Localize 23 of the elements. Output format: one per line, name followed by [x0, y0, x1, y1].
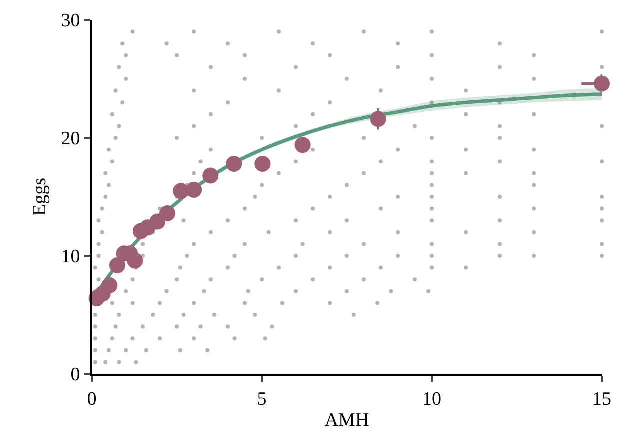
- point: [110, 257, 126, 274]
- point: [150, 214, 166, 230]
- y-tick-label: 30: [61, 10, 80, 32]
- point: [254, 156, 271, 172]
- point: [159, 206, 176, 222]
- x-tick-label: 5: [257, 388, 267, 410]
- point: [226, 156, 242, 172]
- x-tick-label: 15: [592, 388, 612, 410]
- point: [173, 183, 190, 200]
- y-tick-label: 0: [70, 364, 80, 386]
- y-tick-label: 10: [61, 246, 80, 268]
- point: [102, 278, 118, 294]
- point: [294, 137, 311, 154]
- point: [186, 182, 202, 198]
- point: [594, 76, 610, 92]
- x-tick-label: 0: [87, 388, 97, 410]
- y-axis-title: Eggs: [30, 178, 51, 216]
- y-tick-label: 20: [61, 128, 80, 150]
- point: [370, 111, 386, 128]
- x-axis-title: AMH: [324, 410, 370, 432]
- point: [202, 168, 219, 184]
- x-tick-label: 10: [422, 388, 442, 410]
- point: [127, 252, 144, 269]
